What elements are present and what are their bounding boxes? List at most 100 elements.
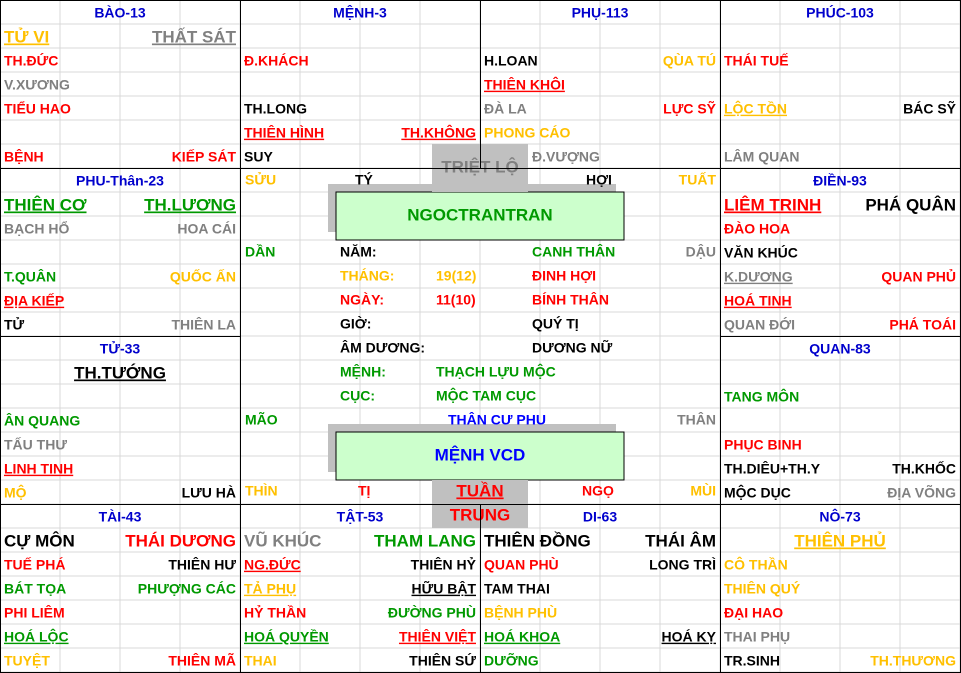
star-label: THIÊN LA bbox=[171, 316, 236, 333]
star-label: VĂN KHÚC bbox=[724, 244, 798, 261]
star-label: QUÝ TỊ bbox=[532, 315, 579, 332]
star-label: QÙA TÚ bbox=[663, 52, 716, 69]
star-label: LỘC TỒN bbox=[724, 100, 787, 117]
star-label: THAI PHỤ bbox=[724, 629, 790, 645]
star-label: QUỐC ẤN bbox=[170, 268, 236, 285]
star-label: LIÊM TRINH bbox=[724, 195, 821, 214]
star-label: BẠCH HỔ bbox=[4, 220, 69, 237]
star-label: LONG TRÌ bbox=[649, 557, 716, 573]
palace-title: ĐIỀN-93 bbox=[813, 173, 867, 189]
star-label: THIÊN ĐỒNG bbox=[484, 531, 591, 550]
palace-title: PHÚC-103 bbox=[806, 4, 874, 21]
star-label: TIỂU HAO bbox=[4, 100, 71, 117]
star-label: THIÊN HƯ bbox=[168, 556, 236, 573]
star-label: NGÀY: bbox=[340, 292, 384, 308]
star-label: TUYỆT bbox=[4, 652, 50, 669]
star-label: HOÁ TINH bbox=[724, 293, 792, 309]
star-label: HOÁ KỴ bbox=[662, 629, 717, 645]
name-box bbox=[335, 191, 625, 241]
star-label: THÁI ÂM bbox=[645, 531, 716, 550]
star-label: TÝ bbox=[355, 171, 374, 188]
star-label: HOÁ LỘC bbox=[4, 628, 69, 645]
star-label: 19(12) bbox=[436, 268, 476, 284]
star-label: TẢ PHỤ bbox=[244, 581, 296, 597]
star-label: VŨ KHÚC bbox=[244, 530, 321, 550]
star-label: HOÁ QUYỀN bbox=[244, 629, 329, 645]
star-label: BÁC SỸ bbox=[903, 100, 957, 117]
star-label: TH.THƯƠNG bbox=[870, 653, 956, 669]
tuan-label: TUẦN bbox=[456, 481, 503, 500]
star-label: THIÊN PHỦ bbox=[794, 531, 886, 550]
star-label: HỮU BẬT bbox=[412, 580, 477, 597]
star-label: NGỌ bbox=[582, 483, 614, 499]
star-label: TH.KHÔNG bbox=[401, 124, 476, 141]
star-label: ĐỊA VÕNG bbox=[887, 484, 956, 501]
palace-title: PHỤ-113 bbox=[572, 5, 629, 21]
star-label: H.LOAN bbox=[484, 53, 538, 69]
star-label: T.QUÂN bbox=[4, 268, 56, 285]
star-label: TỬ bbox=[4, 316, 25, 333]
star-label: QUAN ĐỚI bbox=[724, 316, 795, 333]
star-label: THIÊN SỨ bbox=[409, 652, 476, 669]
star-label: PHƯỢNG CÁC bbox=[138, 581, 236, 597]
star-label: MỘ bbox=[4, 484, 27, 501]
star-label: PHÁ TOÁI bbox=[889, 317, 956, 333]
star-label: MỘC TAM CỤC bbox=[436, 387, 536, 404]
star-label: THIÊN QUÝ bbox=[724, 580, 801, 597]
star-label: BỆNH PHÙ bbox=[484, 604, 557, 621]
star-label: HỢI bbox=[586, 172, 612, 188]
star-label: NG.ĐỨC bbox=[244, 556, 301, 573]
star-label: ĐỊA KIẾP bbox=[4, 293, 64, 309]
star-label: BÁT TỌA bbox=[4, 581, 66, 597]
star-label: TỬ VI bbox=[4, 27, 49, 46]
star-label: GIỜ: bbox=[340, 315, 371, 332]
star-label: LINH TINH bbox=[4, 461, 73, 477]
menh-box bbox=[335, 431, 625, 481]
star-label: THẤT SÁT bbox=[152, 27, 237, 46]
star-label: PHỤC BINH bbox=[724, 437, 802, 453]
star-label: TUẤT bbox=[679, 172, 717, 188]
star-label: LỰC SỸ bbox=[663, 100, 717, 117]
star-label: BÍNH THÂN bbox=[532, 291, 609, 308]
star-label: THÁI DƯƠNG bbox=[125, 531, 236, 550]
star-label: ĐINH HỢI bbox=[532, 268, 596, 284]
star-label: LƯU HÀ bbox=[182, 485, 236, 501]
star-label: MÃO bbox=[245, 411, 278, 428]
star-label: Đ.VƯỢNG bbox=[532, 149, 600, 165]
star-label: TH.KHỐC bbox=[892, 460, 956, 477]
star-label: SUY bbox=[244, 149, 273, 165]
star-label: THIÊN MÃ bbox=[168, 652, 236, 669]
star-label: THÂN bbox=[677, 411, 716, 428]
star-label: TH.LONG bbox=[244, 101, 307, 117]
palace-title: TỬ-33 bbox=[100, 340, 141, 357]
star-label: CỰ MÔN bbox=[4, 531, 75, 550]
star-label: ĐÀ LA bbox=[484, 101, 527, 117]
star-label: HOÁ KHOA bbox=[484, 629, 560, 645]
star-label: ĐƯỜNG PHÙ bbox=[388, 604, 476, 621]
star-label: TH.DIÊU+TH.Y bbox=[724, 460, 821, 477]
palace-title: DI-63 bbox=[583, 509, 617, 525]
star-label: TẤU THƯ bbox=[4, 437, 67, 453]
star-label: PHÁ QUÂN bbox=[865, 195, 956, 214]
palace-title: BÀO-13 bbox=[94, 5, 146, 21]
star-label: THẠCH LỰU MỘC bbox=[436, 363, 556, 380]
star-label: THÁI TUẾ bbox=[724, 53, 789, 69]
star-label: QUAN PHÙ bbox=[484, 556, 559, 573]
star-label: THIÊN HÌNH bbox=[244, 124, 324, 141]
star-label: HOA CÁI bbox=[177, 221, 236, 237]
star-label: THAI bbox=[244, 653, 277, 669]
star-label: V.XƯƠNG bbox=[4, 77, 70, 93]
star-label: ÂN QUANG bbox=[4, 412, 80, 429]
star-label: DẦN bbox=[245, 244, 275, 260]
star-label: ÂM DƯƠNG: bbox=[340, 339, 425, 356]
palace-title: TÀI-43 bbox=[99, 509, 142, 525]
star-label: THÂN CƯ PHU bbox=[448, 411, 546, 428]
star-label: ĐÀO HOA bbox=[724, 221, 790, 237]
palace-title: QUAN-83 bbox=[809, 341, 871, 357]
star-label: NĂM: bbox=[340, 244, 377, 260]
star-label: MỘC DỤC bbox=[724, 484, 791, 501]
star-label: KIẾP SÁT bbox=[172, 149, 237, 165]
star-label: CANH THÂN bbox=[532, 243, 615, 260]
star-label: QUAN PHỦ bbox=[881, 268, 956, 285]
